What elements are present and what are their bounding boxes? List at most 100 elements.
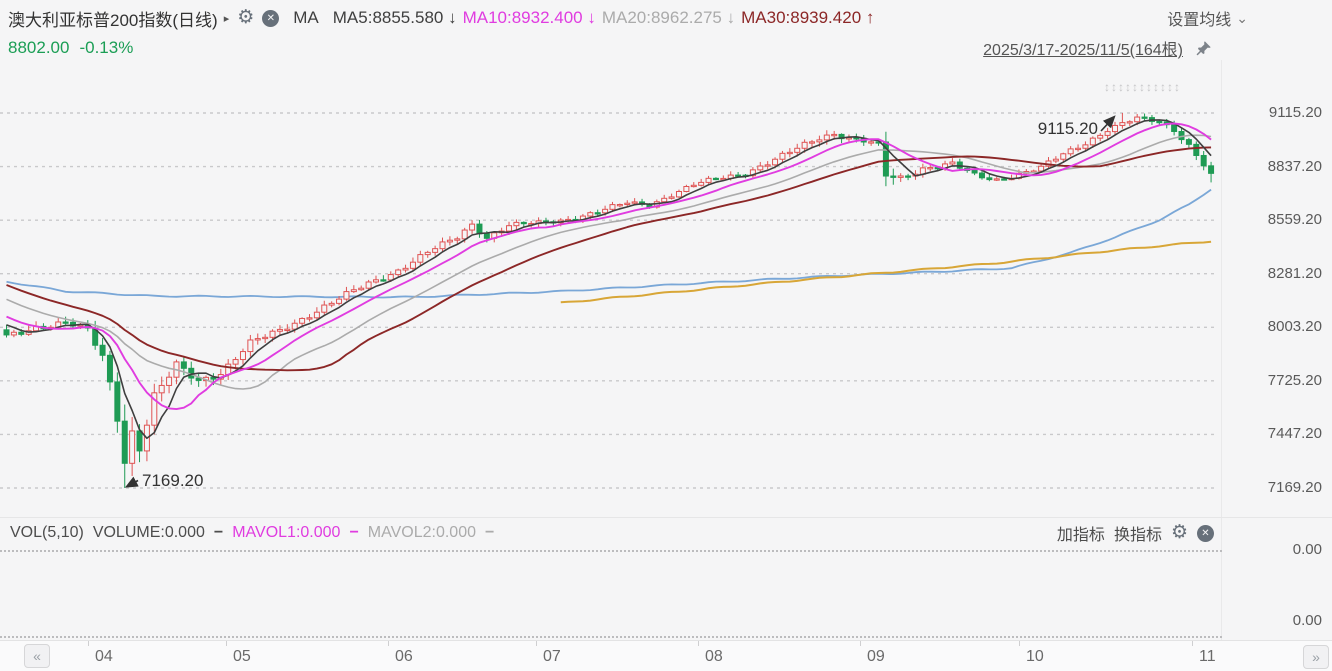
time-axis: « » 04 05 06 07 08 09 10 11	[0, 640, 1332, 671]
y-axis-price-label: 8281.20	[1267, 264, 1322, 282]
candlestick	[454, 236, 461, 244]
ma-value: MA5:8855.580 ↓	[332, 8, 457, 27]
candlestick	[675, 189, 682, 198]
candlestick	[239, 348, 246, 365]
scroll-left-button[interactable]: «	[24, 644, 50, 668]
candlestick	[306, 314, 313, 322]
price-axis: 9115.20 8837.20 8559.20 8281.20 8003.20 7725.…	[1222, 60, 1328, 517]
volume-close-icon[interactable]: ✕	[1197, 524, 1214, 542]
gear-icon[interactable]: ⚙	[237, 7, 255, 28]
candlestick-chart-canvas[interactable]: 7169.20 9115.20	[0, 60, 1222, 517]
annotations-group: 7169.20 9115.20	[124, 115, 1116, 490]
candlestick	[919, 163, 926, 178]
candlestick	[173, 359, 180, 385]
date-range-link[interactable]: 2025/3/17-2025/11/5(164根)	[983, 42, 1183, 59]
candlestick	[1141, 113, 1148, 122]
add-indicator-button[interactable]: 加指标	[1056, 527, 1105, 544]
candlestick	[402, 264, 409, 273]
volume-axis-label: 0.00	[1292, 541, 1322, 558]
candlestick	[62, 316, 69, 325]
candlestick	[350, 285, 357, 294]
candlestick	[897, 173, 904, 182]
candlestick	[262, 334, 269, 343]
y-axis-price-label: 8559.20	[1267, 211, 1322, 229]
ma-values-group: MA5:8855.580 ↓ MA10:8932.400 ↓ MA20:8962.2…	[327, 8, 875, 28]
ma30-line	[6, 146, 1212, 372]
y-axis-price-label: 8837.20	[1267, 157, 1322, 175]
candlestick	[639, 198, 646, 207]
candlestick	[446, 236, 453, 246]
y-axis-price-label: 7725.20	[1267, 371, 1322, 389]
blue-long-ma	[6, 188, 1212, 299]
y-axis-price-label: 7169.20	[1267, 479, 1322, 496]
candlestick	[417, 250, 424, 266]
candlestick	[1185, 137, 1192, 149]
candlestick	[99, 338, 106, 362]
x-axis-month-label: 10	[1026, 648, 1044, 665]
mavol1-dash-icon: −	[349, 524, 359, 541]
y-axis-price-label: 7447.20	[1267, 425, 1322, 443]
candlestick	[668, 193, 675, 200]
candlestick	[3, 324, 10, 338]
candlestick	[705, 175, 712, 184]
candlestick	[712, 177, 719, 181]
month-tick	[226, 641, 227, 646]
x-axis-month-label: 09	[867, 648, 885, 665]
candlestick	[779, 150, 786, 163]
candlestick	[166, 371, 173, 394]
month-tick	[698, 641, 699, 646]
candlestick	[698, 178, 705, 187]
instrument-title[interactable]: 澳大利亚标普200指数(日线)	[8, 10, 218, 30]
month-tick	[1019, 641, 1020, 646]
candlestick	[1097, 133, 1104, 142]
candlestick	[328, 301, 335, 308]
set-ma-button[interactable]: 设置均线	[1167, 12, 1232, 29]
switch-indicator-button[interactable]: 换指标	[1113, 527, 1162, 544]
candlestick	[1075, 144, 1082, 152]
pin-icon[interactable]	[1195, 40, 1212, 57]
high-annotation: 9115.20	[1038, 119, 1098, 138]
candlestick	[129, 417, 136, 476]
chart-header-row: 澳大利亚标普200指数(日线) ▸ ⚙ ✕ MA MA5:8855.580 ↓ M…	[0, 6, 1332, 30]
volume-gear-icon[interactable]: ⚙	[1170, 522, 1188, 543]
price-row: 8802.00 -0.13% 2025/3/17-2025/11/5(164根)	[0, 36, 1332, 60]
candlestick	[373, 275, 379, 284]
volume-top-gridline	[0, 550, 1222, 552]
high-annotation-arrow	[1100, 115, 1116, 132]
vol-indicator-label: VOL(5,10)	[10, 524, 84, 541]
candlestick	[158, 376, 165, 402]
candlestick	[143, 419, 150, 462]
candlestick	[757, 161, 764, 173]
month-tick	[860, 641, 861, 646]
candlestick	[321, 300, 328, 315]
drag-handles-icon[interactable]: ↕↕↕↕↕↕↕↕↕↕↕	[1104, 80, 1181, 94]
mavol2-dash-icon: −	[485, 524, 495, 541]
candlestick	[343, 286, 350, 301]
close-icon[interactable]: ✕	[262, 9, 280, 27]
candlestick	[1052, 156, 1059, 164]
candlestick	[247, 334, 254, 357]
month-tick	[388, 641, 389, 646]
candlestick	[225, 359, 232, 381]
candlestick	[1126, 120, 1133, 126]
ma10-line	[6, 122, 1212, 411]
candlestick	[683, 184, 690, 193]
title-caret-icon: ▸	[223, 12, 230, 25]
candlestick	[1112, 121, 1118, 135]
volume-value: VOLUME:0.000	[92, 524, 205, 541]
candlestick	[284, 324, 291, 334]
change-percent: -0.13%	[79, 38, 134, 57]
candlestick	[114, 372, 121, 433]
x-axis-month-label: 05	[233, 648, 251, 665]
x-axis-month-label: 07	[543, 648, 561, 665]
low-annotation: 7169.20	[142, 471, 203, 490]
candlestick	[1067, 146, 1074, 157]
volume-axis: 0.00 0.00	[1222, 517, 1328, 640]
scroll-right-button[interactable]: »	[1303, 645, 1329, 669]
yellow-long-ma	[560, 240, 1212, 304]
ma20-line	[6, 134, 1212, 390]
candlestick	[10, 329, 17, 338]
candlestick	[513, 219, 520, 230]
candlestick	[424, 250, 431, 258]
